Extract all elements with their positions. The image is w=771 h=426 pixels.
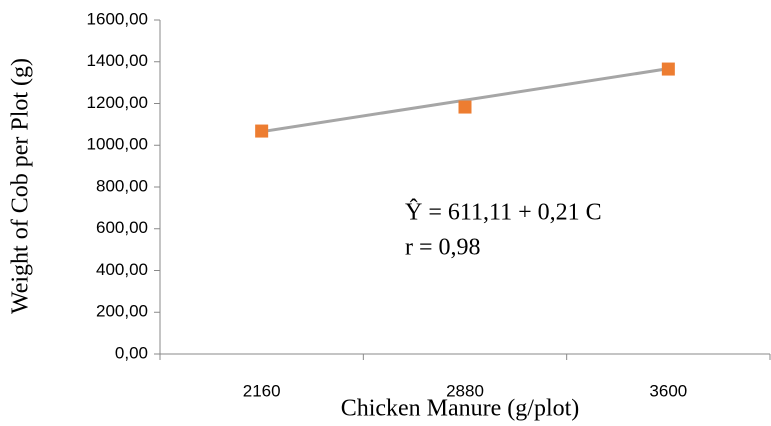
y-tick-label: 1400,00 — [87, 51, 148, 70]
y-tick-label: 600,00 — [96, 218, 148, 237]
y-tick-label: 400,00 — [96, 260, 148, 279]
y-tick-label: 1200,00 — [87, 93, 148, 112]
marker — [255, 124, 269, 138]
y-tick-label: 1000,00 — [87, 135, 148, 154]
marker — [661, 62, 675, 76]
x-tick-label: 3600 — [649, 381, 687, 400]
y-axis-label: Weight of Cob per Plot (g) — [8, 58, 34, 314]
y-tick-label: 200,00 — [96, 302, 148, 321]
marker — [458, 100, 472, 114]
y-tick-label: 800,00 — [96, 176, 148, 195]
x-tick-label: 2880 — [446, 381, 484, 400]
trendline — [261, 67, 669, 134]
y-tick-label: 1600,00 — [87, 9, 148, 28]
annotation: Ŷ = 611,11 + 0,21 C — [405, 200, 602, 226]
y-tick-label: 0,00 — [115, 343, 148, 362]
annotation: r = 0,98 — [405, 235, 481, 261]
x-axis-label: Chicken Manure (g/plot) — [341, 396, 580, 422]
x-tick-label: 2160 — [243, 381, 281, 400]
